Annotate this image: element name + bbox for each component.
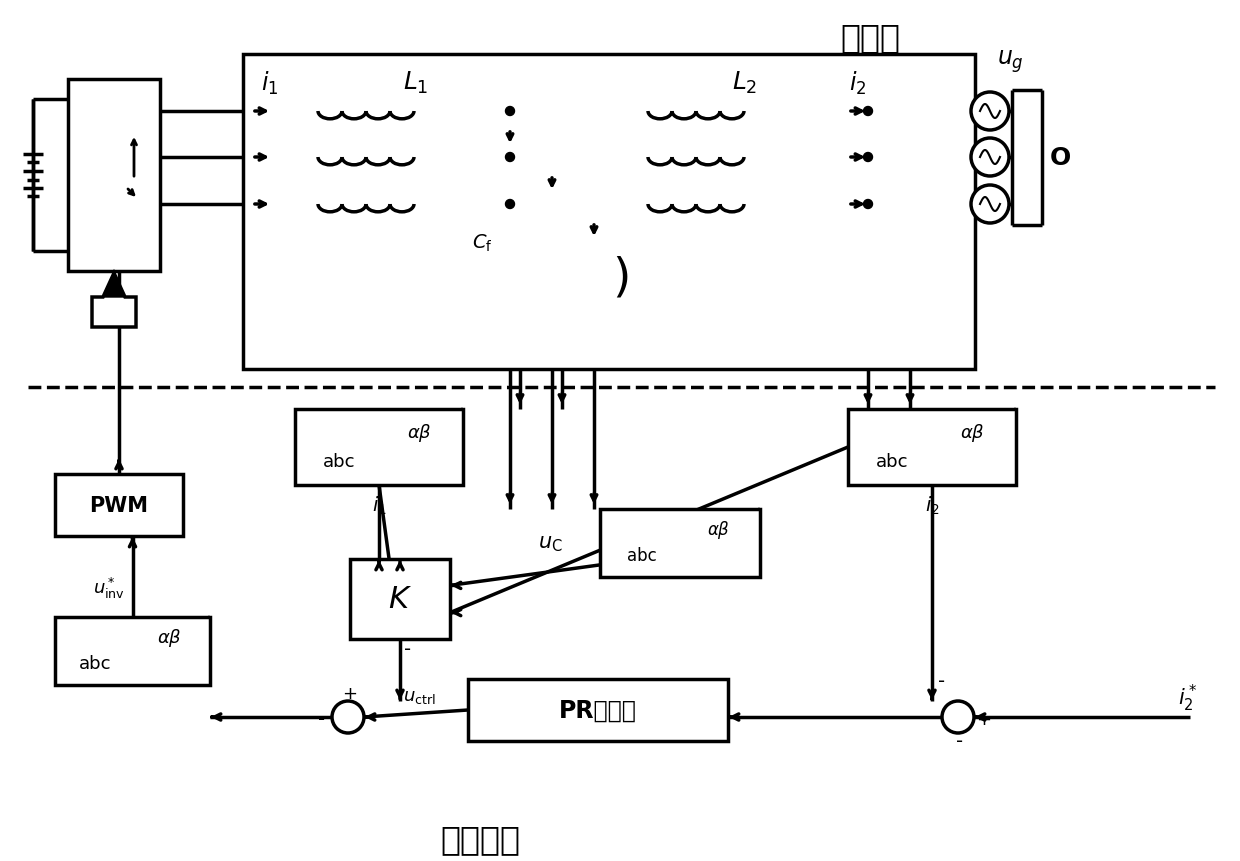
Bar xyxy=(243,55,975,369)
Text: $L_1$: $L_1$ xyxy=(403,70,429,96)
Text: abc: abc xyxy=(875,452,908,470)
Text: PWM: PWM xyxy=(89,495,149,516)
Bar xyxy=(55,617,210,685)
Text: $i_2$: $i_2$ xyxy=(925,494,940,517)
Text: $i_2^*$: $i_2^*$ xyxy=(1178,682,1198,713)
Circle shape xyxy=(971,93,1009,131)
Polygon shape xyxy=(92,274,136,328)
Text: -: - xyxy=(404,640,412,659)
Text: -: - xyxy=(939,672,946,691)
Text: $i_1$: $i_1$ xyxy=(372,494,387,517)
Bar xyxy=(848,410,1016,486)
Text: $\alpha\beta$: $\alpha\beta$ xyxy=(407,421,432,443)
Polygon shape xyxy=(103,274,125,298)
Text: O: O xyxy=(1050,146,1071,170)
Text: 主电路: 主电路 xyxy=(839,22,900,54)
Circle shape xyxy=(506,153,515,163)
Text: +: + xyxy=(977,710,992,728)
Text: 控制装置: 控制装置 xyxy=(440,822,520,856)
Circle shape xyxy=(863,153,873,163)
Bar xyxy=(467,679,728,741)
Text: $i_2$: $i_2$ xyxy=(849,70,867,96)
Text: $u_g$: $u_g$ xyxy=(997,48,1023,75)
Text: abc: abc xyxy=(322,452,355,470)
Text: $\alpha\beta$: $\alpha\beta$ xyxy=(157,627,182,648)
Text: -: - xyxy=(956,732,963,751)
Text: abc: abc xyxy=(626,547,656,565)
Text: $i_1$: $i_1$ xyxy=(262,70,279,96)
Circle shape xyxy=(863,201,873,209)
Circle shape xyxy=(971,186,1009,224)
Text: PR调节器: PR调节器 xyxy=(559,698,637,722)
Text: $\alpha\beta$: $\alpha\beta$ xyxy=(960,421,985,443)
Bar xyxy=(55,474,184,536)
Text: ): ) xyxy=(613,255,630,300)
Bar xyxy=(600,510,760,578)
Circle shape xyxy=(942,701,973,734)
Text: -: - xyxy=(319,709,326,728)
Text: +: + xyxy=(342,684,357,703)
Bar xyxy=(350,560,450,639)
Text: $u_{\rm inv}^*$: $u_{\rm inv}^*$ xyxy=(93,575,125,600)
Circle shape xyxy=(863,108,873,116)
Text: $u_{\rm C}$: $u_{\rm C}$ xyxy=(538,534,563,553)
Text: abc: abc xyxy=(79,654,112,672)
Bar xyxy=(295,410,463,486)
Text: $L_2$: $L_2$ xyxy=(733,70,758,96)
Bar xyxy=(68,80,160,272)
Text: $C_{\rm f}$: $C_{\rm f}$ xyxy=(471,232,492,253)
Circle shape xyxy=(506,201,515,209)
Text: $K$: $K$ xyxy=(388,585,412,613)
Text: $\alpha\beta$: $\alpha\beta$ xyxy=(707,519,730,541)
Circle shape xyxy=(971,139,1009,177)
Text: $u_{\rm ctrl}$: $u_{\rm ctrl}$ xyxy=(403,689,435,706)
Circle shape xyxy=(506,108,515,116)
Circle shape xyxy=(332,701,365,734)
